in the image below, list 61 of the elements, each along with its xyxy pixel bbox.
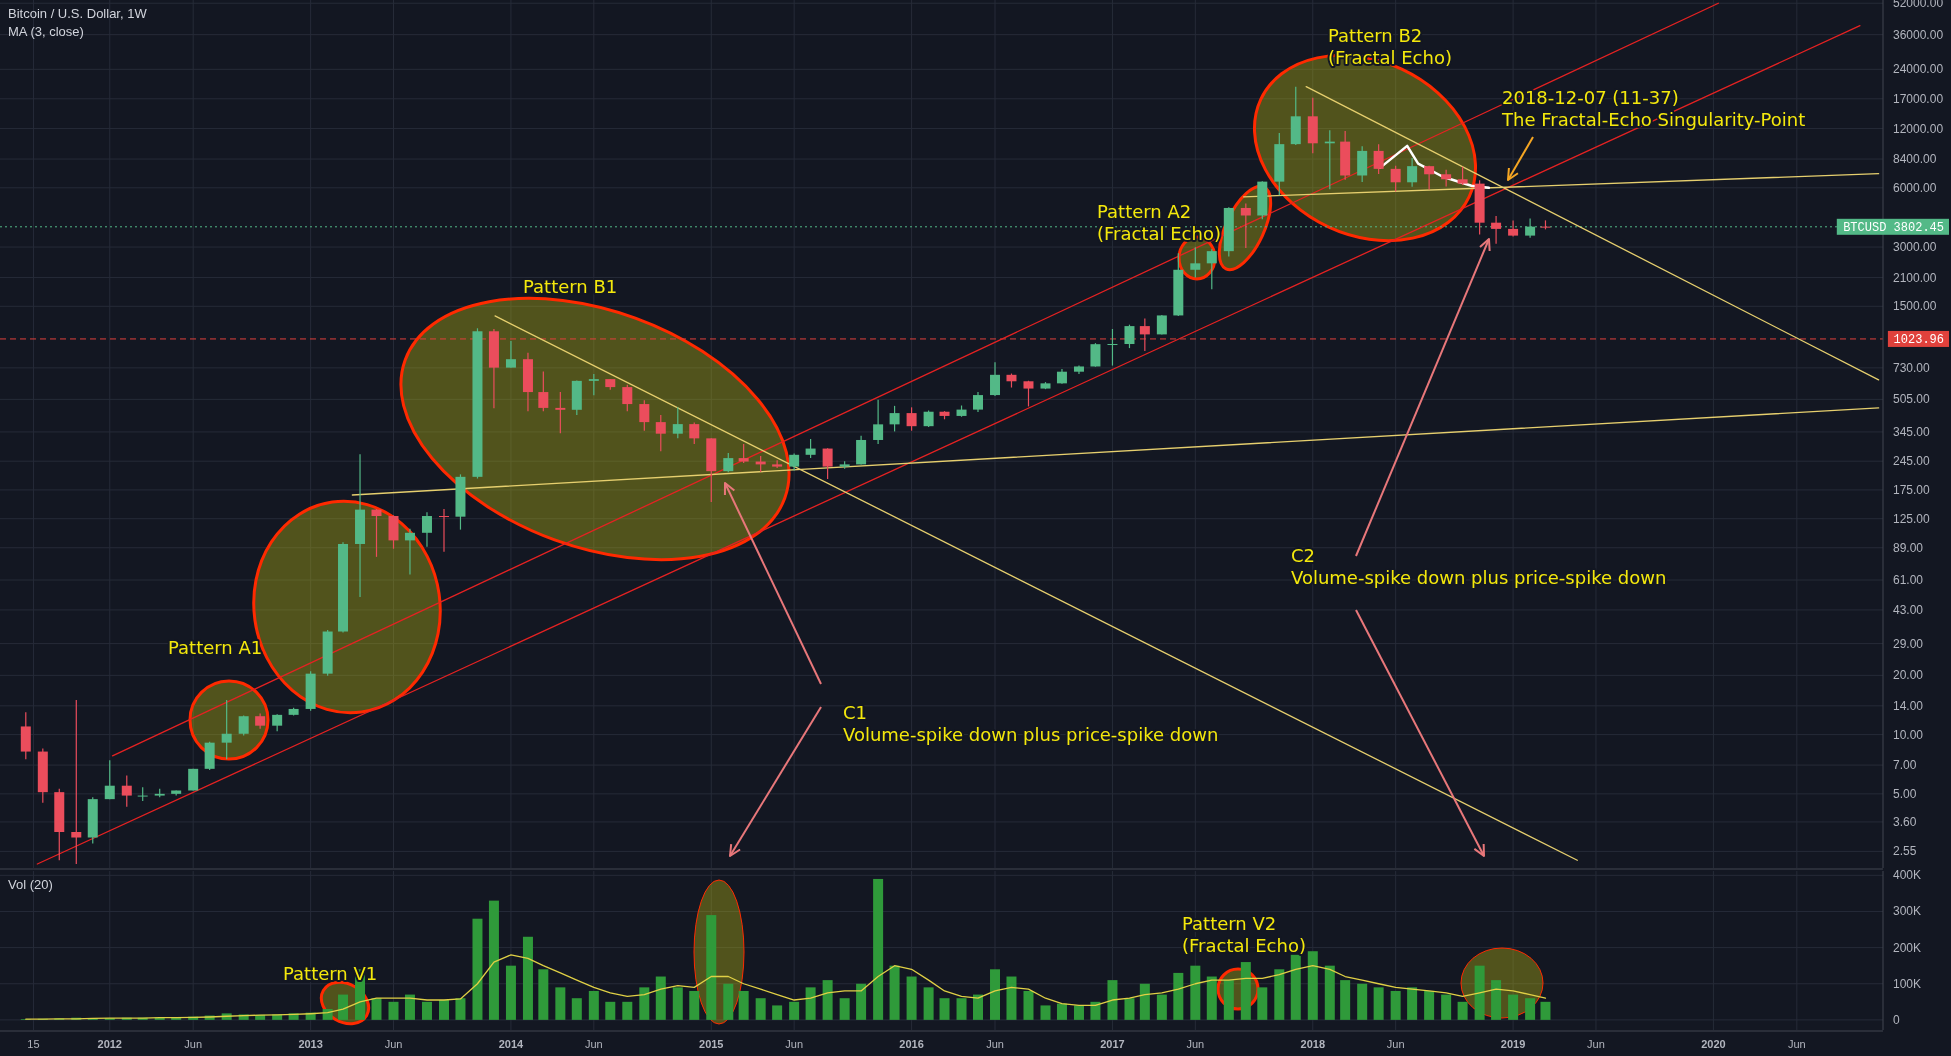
- text: Vol (20): [8, 877, 53, 892]
- y-tick-label: 2100.00: [1893, 270, 1937, 285]
- x-tick-label: Jun: [1386, 1038, 1405, 1050]
- y-tick-label: 345.00: [1893, 424, 1931, 439]
- x-tick-label: 2013: [298, 1038, 323, 1050]
- text: MA (3, close): [8, 24, 84, 39]
- y-tick-label: 89.00: [1893, 540, 1924, 555]
- y-tick-label: 8400.00: [1893, 152, 1937, 167]
- y-tick-label: 175.00: [1893, 482, 1931, 497]
- x-tick-label: Jun: [584, 1038, 603, 1050]
- y-tick-label: 5.00: [1893, 786, 1917, 801]
- y-tick-label: 0: [1893, 1012, 1900, 1027]
- annotation: Pattern A2 (Fractal Echo): [1097, 201, 1221, 244]
- y-tick-label: 3.60: [1893, 814, 1917, 829]
- y-tick-label: 100K: [1893, 976, 1922, 991]
- y-tick-label: 3000.00: [1893, 240, 1937, 255]
- x-tick-label: 2014: [498, 1038, 525, 1050]
- y-tick-label: 43.00: [1893, 602, 1924, 617]
- y-tick-label: 20.00: [1893, 668, 1924, 683]
- x-tick-label: Jun: [1787, 1038, 1806, 1050]
- y-tick-label: 505.00: [1893, 392, 1931, 407]
- x-tick-label: Jun: [184, 1038, 203, 1050]
- y-tick-label: 7.00: [1893, 758, 1917, 773]
- ref-line-label: BTCUSD 3802.45: [1843, 220, 1944, 235]
- annotation: Pattern A1: [168, 637, 263, 658]
- y-tick-label: 2.55: [1893, 844, 1917, 859]
- y-tick-label: 125.00: [1893, 511, 1931, 526]
- y-tick-label: 400K: [1893, 868, 1922, 883]
- annotation: Pattern B1: [523, 276, 618, 297]
- x-tick-label: 2016: [899, 1038, 924, 1050]
- y-tick-label: 6000.00: [1893, 180, 1937, 195]
- annotation: C2 Volume-spike down plus price-spike down: [1291, 545, 1667, 588]
- annotation: C1 Volume-spike down plus price-spike down: [843, 702, 1219, 745]
- x-tick-label: 15: [27, 1038, 40, 1050]
- y-tick-label: 245.00: [1893, 454, 1931, 469]
- x-tick-label: 2019: [1500, 1038, 1526, 1050]
- y-tick-label: 12000.00: [1893, 121, 1944, 136]
- y-tick-label: 29.00: [1893, 636, 1924, 651]
- y-tick-label: 17000.00: [1893, 91, 1944, 106]
- text: Bitcoin / U.S. Dollar, 1W: [8, 6, 148, 21]
- x-tick-label: Jun: [986, 1038, 1004, 1050]
- y-tick-label: 300K: [1893, 904, 1922, 919]
- y-tick-label: 14.00: [1893, 698, 1924, 713]
- x-tick-label: Jun: [785, 1038, 804, 1050]
- x-tick-label: 2015: [699, 1038, 724, 1050]
- y-tick-label: 61.00: [1893, 573, 1924, 588]
- x-tick-label: 2017: [1100, 1038, 1125, 1050]
- x-tick-label: Jun: [1587, 1038, 1605, 1050]
- y-tick-label: 24000.00: [1893, 62, 1944, 77]
- x-tick-label: 2020: [1701, 1038, 1726, 1050]
- x-tick-label: 2018: [1300, 1038, 1326, 1050]
- y-tick-label: 1500.00: [1893, 299, 1937, 314]
- y-tick-label: 36000.00: [1893, 27, 1944, 42]
- annotation: Pattern V2 (Fractal Echo): [1182, 913, 1306, 956]
- y-tick-label: 200K: [1893, 940, 1922, 955]
- x-tick-label: 2012: [97, 1038, 123, 1050]
- y-tick-label: 10.00: [1893, 727, 1924, 742]
- x-tick-label: Jun: [384, 1038, 403, 1050]
- y-tick-label: 730.00: [1893, 360, 1931, 375]
- ref-line-label: 1023.96: [1893, 332, 1944, 347]
- x-tick-label: Jun: [1186, 1038, 1205, 1050]
